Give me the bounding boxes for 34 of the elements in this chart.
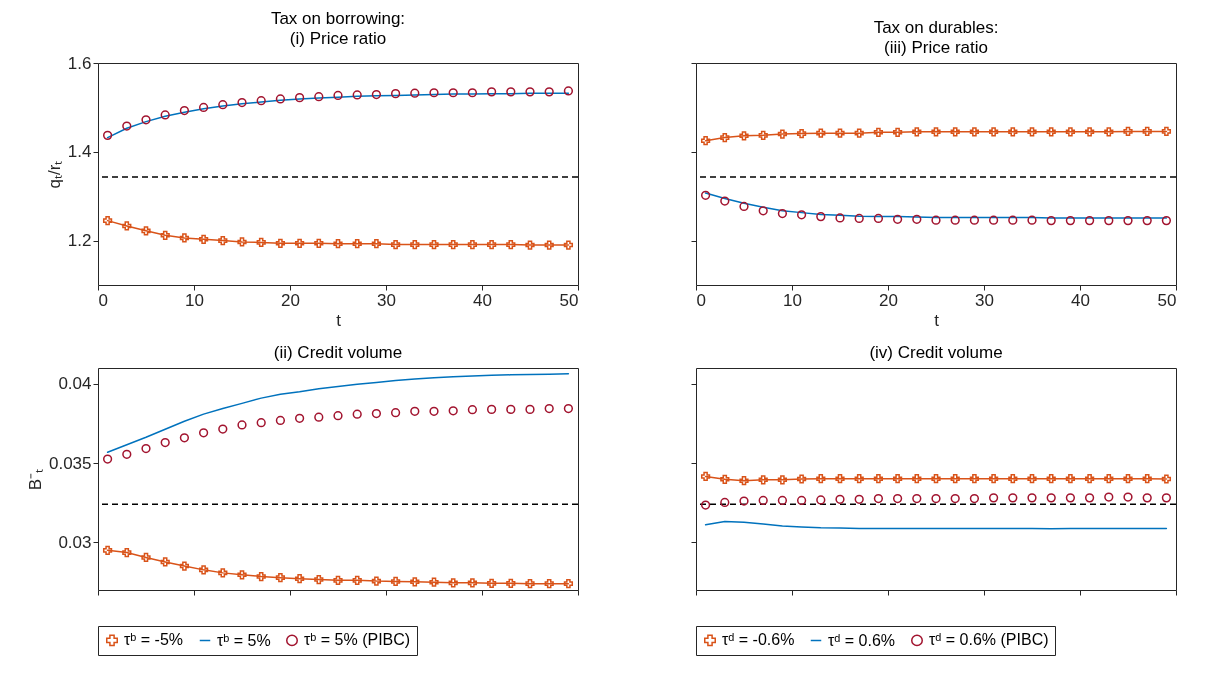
legend-label: τᵈ = 0.6% <box>828 631 896 649</box>
x-tick-label: 0 <box>696 290 706 310</box>
x-tick-label: 40 <box>1071 290 1090 310</box>
chart-subtitle: (i) Price ratio <box>289 29 387 48</box>
x-tick-label: 0 <box>98 290 108 310</box>
chart-title: (ii) Credit volume <box>273 343 403 362</box>
y-tick-label: 0.03 <box>58 532 92 552</box>
y-tick-label: 0.035 <box>48 453 92 473</box>
legend-label: τᵇ = -5% <box>124 631 184 649</box>
x-tick-label: 50 <box>559 290 579 310</box>
legend-label: τᵈ = -0.6% <box>722 631 795 649</box>
y-axis-title: qₜ/rₜ <box>44 160 64 189</box>
x-axis-title: t <box>934 310 940 330</box>
chart-subtitle: (iii) Price ratio <box>884 37 988 57</box>
chart-title: Tax on durables: <box>873 17 999 37</box>
chart-title: Tax on borrowing: <box>270 9 406 28</box>
x-axis-title: t <box>336 310 342 330</box>
y-axis-title: B⁻ₜ <box>25 468 45 491</box>
x-tick-label: 30 <box>377 290 396 310</box>
chart-title: (iv) Credit volume <box>869 343 1003 362</box>
y-tick-label: 1.4 <box>67 142 92 162</box>
x-tick-label: 20 <box>879 290 898 310</box>
y-tick-label: 1.2 <box>67 231 92 251</box>
legend-label: τᵇ = 5% (PIBC) <box>304 631 411 649</box>
x-tick-label: 50 <box>1157 290 1177 310</box>
legend-label: τᵇ = 5% <box>217 631 271 649</box>
x-tick-label: 10 <box>783 290 802 310</box>
legend-label: τᵈ = 0.6% (PIBC) <box>929 631 1049 649</box>
x-tick-label: 10 <box>185 290 204 310</box>
x-tick-label: 30 <box>975 290 994 310</box>
x-tick-label: 40 <box>473 290 492 310</box>
x-tick-label: 20 <box>281 290 300 310</box>
y-tick-label: 0.04 <box>58 374 92 394</box>
y-tick-label: 1.6 <box>67 53 92 73</box>
